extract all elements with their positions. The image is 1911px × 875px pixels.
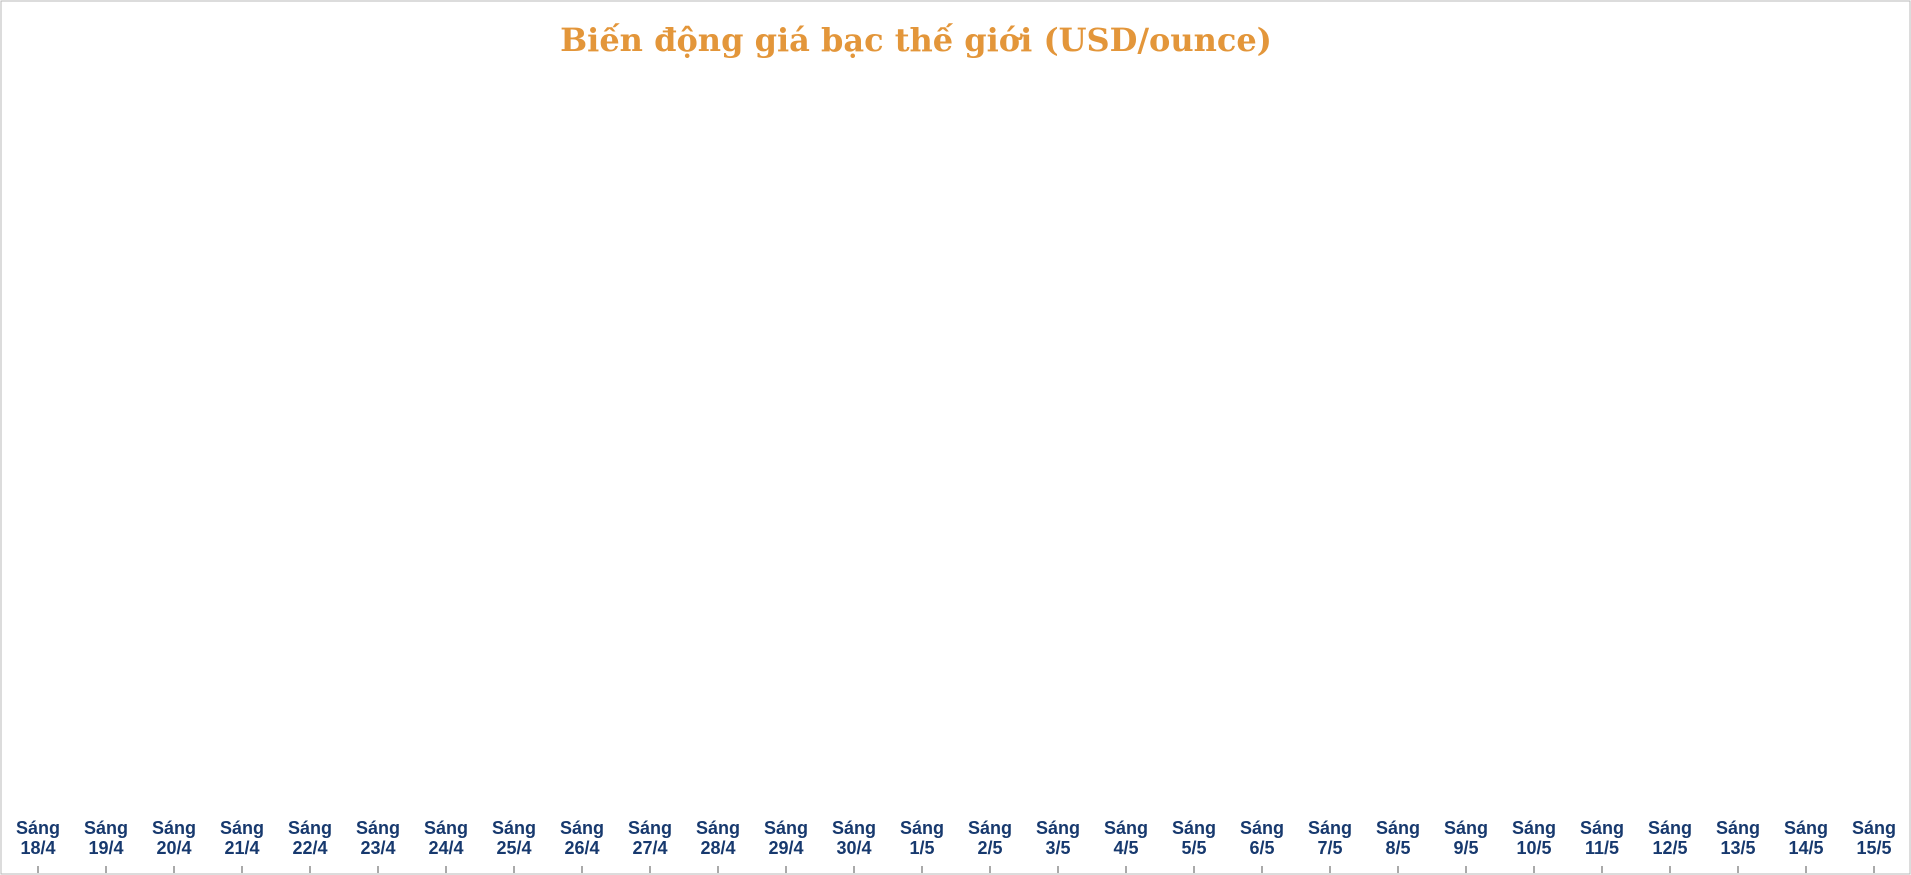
x-tick-label: Sáng 7/5: [1308, 818, 1352, 858]
x-tick-label: Sáng 30/4: [832, 818, 876, 858]
x-tick-label: Sáng 12/5: [1648, 818, 1692, 858]
x-tick-label: Sáng 29/4: [764, 818, 808, 858]
chart-title: Biến động giá bạc thế giới (USD/ounce): [560, 21, 1272, 59]
x-tick-label: Sáng 11/5: [1580, 818, 1624, 858]
x-tick-label: Sáng 25/4: [492, 818, 536, 858]
x-axis-ticks: Sáng 18/4 Sáng 19/4 Sáng 20/4 Sáng 21/4 Sáng 22/4…: [16, 818, 1896, 873]
x-tick-label: Sáng 14/5: [1784, 818, 1828, 858]
x-tick-label: Sáng 4/5: [1104, 818, 1148, 858]
x-tick-label: Sáng 22/4: [288, 818, 332, 858]
x-tick-label: Sáng 15/5: [1852, 818, 1896, 858]
x-tick-label: Sáng 24/4: [424, 818, 468, 858]
x-tick-label: Sáng 1/5: [900, 818, 944, 858]
x-tick-label: Sáng 26/4: [560, 818, 604, 858]
x-tick-label: Sáng 18/4: [16, 818, 60, 858]
x-tick-label: Sáng 19/4: [84, 818, 128, 858]
x-tick-label: Sáng 23/4: [356, 818, 400, 858]
x-tick-label: Sáng 28/4: [696, 818, 740, 858]
x-tick-label: Sáng 5/5: [1172, 818, 1216, 858]
x-tick-label: Sáng 2/5: [968, 818, 1012, 858]
x-tick-label: Sáng 21/4: [220, 818, 264, 858]
x-tick-label: Sáng 8/5: [1376, 818, 1420, 858]
x-tick-label: Sáng 6/5: [1240, 818, 1284, 858]
x-tick-label: Sáng 20/4: [152, 818, 196, 858]
x-tick-label: Sáng 27/4: [628, 818, 672, 858]
x-tick-label: Sáng 3/5: [1036, 818, 1080, 858]
x-tick-label: Sáng 9/5: [1444, 818, 1488, 858]
x-tick-label: Sáng 13/5: [1716, 818, 1760, 858]
x-tick-label: Sáng 10/5: [1512, 818, 1556, 858]
